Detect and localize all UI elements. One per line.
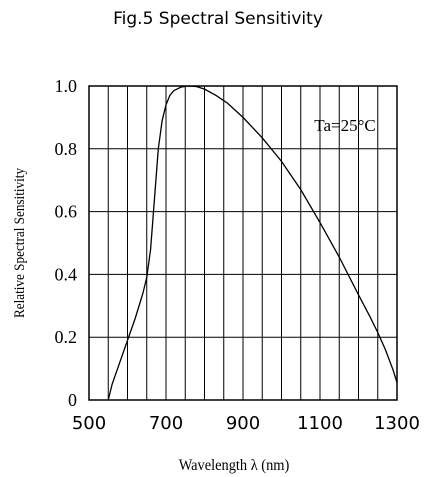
y-tick-label: 0.8 <box>55 139 78 159</box>
y-tick-label: 1.0 <box>55 76 78 96</box>
sensitivity-curve <box>107 85 398 401</box>
y-tick-label: 0.4 <box>55 264 78 284</box>
x-tick-label: 500 <box>72 413 106 434</box>
x-axis-label: Wavelength λ (nm) <box>179 456 290 474</box>
x-tick-label: 900 <box>226 413 260 434</box>
temperature-annotation: Ta=25°C <box>314 116 375 135</box>
axis-ticks: 500 700 900 1100 1300 0 0.2 0.4 0.6 0.8 1.0 <box>55 76 420 434</box>
grid <box>89 86 397 400</box>
y-tick-label: 0.2 <box>55 327 78 347</box>
plot-frame <box>88 85 398 401</box>
x-tick-label: 1100 <box>297 413 343 434</box>
y-tick-label: 0 <box>68 390 77 410</box>
chart-title: Fig.5 Spectral Sensitivity <box>113 9 323 29</box>
x-tick-label: 1300 <box>374 413 420 434</box>
y-tick-label: 0.6 <box>55 202 78 222</box>
y-axis-label: Relative Spectral Sensitivity <box>11 168 28 318</box>
x-tick-label: 700 <box>149 413 183 434</box>
